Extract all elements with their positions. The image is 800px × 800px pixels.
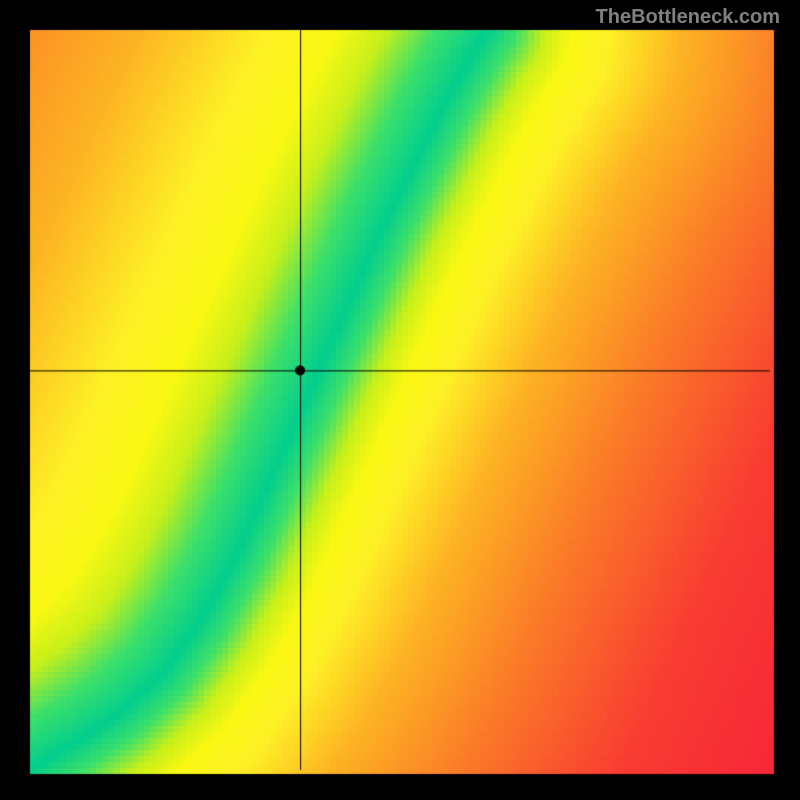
heatmap-canvas: [0, 0, 800, 800]
watermark-text: TheBottleneck.com: [596, 6, 780, 29]
chart-container: TheBottleneck.com: [0, 0, 800, 800]
